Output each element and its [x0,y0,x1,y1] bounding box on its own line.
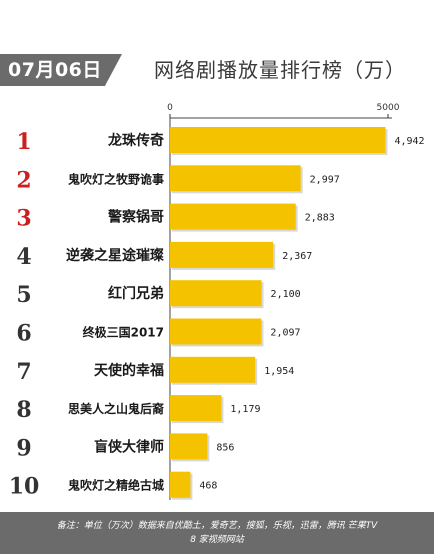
footer-note: 备注：单位（万次）数据来自优酷土，爱奇艺，搜狐，乐视，迅雷，腾讯 芒果TV 8 … [0,512,434,554]
footer-line-1: 备注：单位（万次）数据来自优酷土，爱奇艺，搜狐，乐视，迅雷，腾讯 芒果TV [56,521,378,531]
bar [170,318,262,345]
drama-name: 红门兄弟 [108,285,164,302]
drama-name: 龙珠传奇 [107,132,164,149]
rank-number: 9 [16,435,31,461]
value-label: 2,100 [271,289,301,300]
rank-number: 1 [16,129,31,155]
tick-label: 5000 [377,103,400,113]
bar [170,241,274,268]
rank-number: 4 [16,244,31,270]
chart-title: 网络剧播放量排行榜（万） [154,58,406,82]
bar [170,165,301,192]
bar [170,356,256,383]
drama-name: 盲侠大律师 [94,438,164,455]
value-label: 2,367 [282,251,312,262]
drama-name: 警察锅哥 [108,209,164,226]
value-label: 2,997 [310,174,340,185]
bar [170,127,386,153]
rank-number: 8 [16,397,31,423]
drama-name: 鬼吹灯之精绝古城 [68,478,164,493]
value-label: 4,942 [394,136,424,147]
value-label: 2,883 [305,213,335,224]
rank-number: 7 [16,359,31,385]
bar [170,433,208,460]
rank-number: 2 [16,167,31,193]
drama-name: 天使的幸福 [94,362,164,379]
value-label: 1,954 [264,366,294,377]
rank-number: 6 [16,321,31,347]
date-label: 07月06日 [8,59,102,81]
drama-name: 思美人之山鬼后裔 [68,401,164,416]
value-label: 468 [199,481,217,492]
value-label: 2,097 [270,328,300,339]
rank-number: 3 [16,206,31,232]
rank-number: 10 [9,474,40,500]
bar [170,280,262,307]
drama-name: 逆袭之星途璀璨 [66,247,165,264]
bar [170,395,222,422]
footer-line-2: 8 家视频网站 [190,535,244,545]
date-badge: 07月06日 [0,54,122,86]
drama-name: 鬼吹灯之牧野诡事 [68,171,164,186]
tick-label: 0 [167,103,173,113]
value-label: 856 [216,442,234,453]
value-label: 1,179 [230,404,260,415]
rank-number: 5 [16,282,31,308]
bar [170,203,296,230]
bar [170,471,191,498]
drama-name: 终极三国2017 [83,325,164,340]
